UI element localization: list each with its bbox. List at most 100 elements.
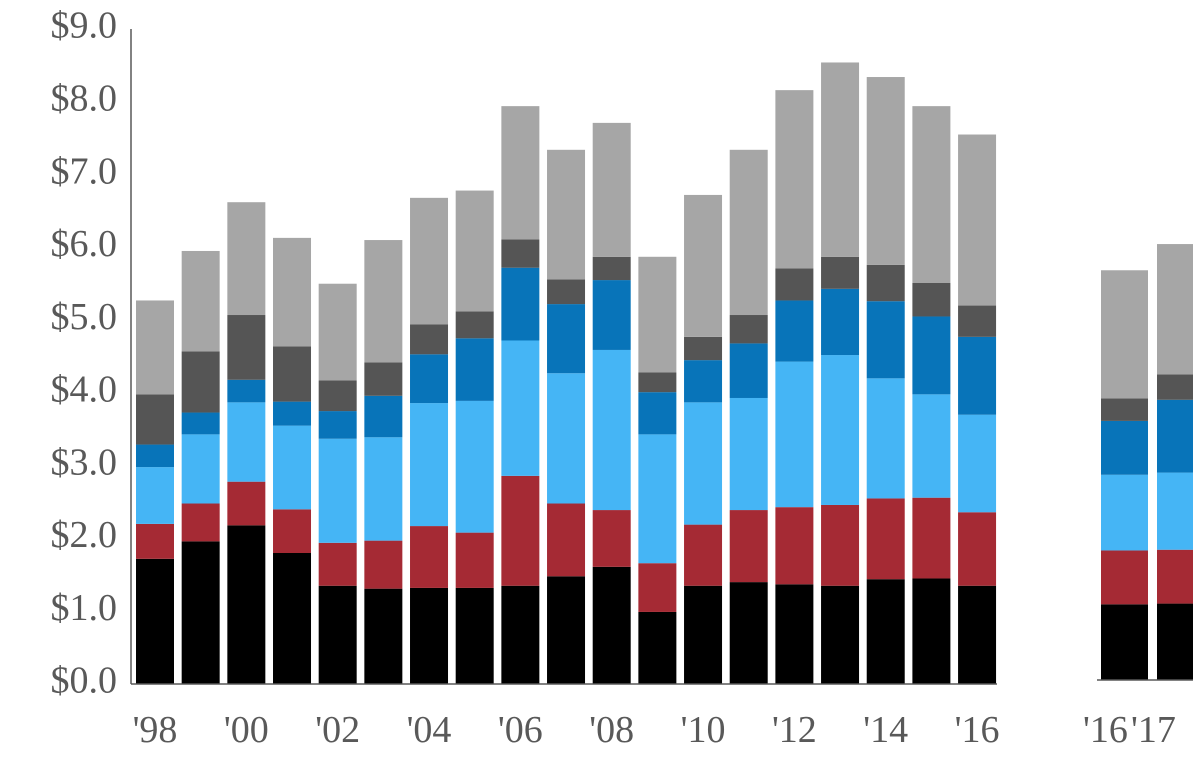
bar-segment xyxy=(866,264,905,302)
bar-segment xyxy=(592,122,631,257)
bar-segment xyxy=(273,401,312,426)
bar-segment xyxy=(547,373,586,504)
bar-segment xyxy=(592,280,631,350)
bar-segment xyxy=(181,541,220,684)
bar-segment xyxy=(821,504,860,586)
bar-segment xyxy=(455,532,494,588)
bar-segment xyxy=(318,438,357,543)
bar-segment xyxy=(273,425,312,510)
bar-segment xyxy=(410,587,449,684)
bar-segment xyxy=(1101,474,1148,551)
bar-segment xyxy=(455,311,494,339)
bar-segment xyxy=(410,526,449,588)
bar-segment xyxy=(958,134,997,306)
bar-segment xyxy=(501,239,540,268)
bar-segment xyxy=(638,434,677,564)
bar-segment xyxy=(866,301,905,379)
bar-segment xyxy=(684,194,723,337)
bar-segment xyxy=(501,340,540,476)
bar-segment xyxy=(866,77,905,265)
x-tick-label: '06 xyxy=(498,709,543,751)
bar-segment xyxy=(455,190,494,312)
bar-segment xyxy=(1157,374,1193,400)
x-tick-label: '98 xyxy=(133,709,178,751)
bar-segment xyxy=(273,553,312,684)
bar-segment xyxy=(227,525,266,684)
bar-segment xyxy=(958,512,997,586)
bar-segment xyxy=(821,256,860,289)
bar-segment xyxy=(866,378,905,499)
x-tick-label: '16 xyxy=(955,709,1000,751)
bar-segment xyxy=(547,576,586,684)
bar-segment xyxy=(958,305,997,337)
bar-segment xyxy=(638,392,677,435)
x-tick-label: '04 xyxy=(407,709,452,751)
bar-segment xyxy=(821,288,860,356)
bar-segment xyxy=(227,315,266,380)
bar-segment xyxy=(455,400,494,533)
bar-segment xyxy=(410,354,449,404)
y-axis-tick-labels: $0.0 $1.0 $2.0 $3.0 $4.0 $5.0 $6.0 $7.0 $8.0 $9.0 xyxy=(51,5,118,702)
bar-segment xyxy=(775,584,814,684)
bar-segment xyxy=(136,467,174,524)
bar-segment xyxy=(638,563,677,612)
bar-segment xyxy=(273,509,312,553)
bar-segment xyxy=(592,349,631,511)
bar-segment xyxy=(912,394,951,498)
x-tick-label: '02 xyxy=(315,709,360,751)
bar-segment xyxy=(227,481,266,526)
bar-segment xyxy=(364,240,403,363)
inset-stacked-bar-chart: '16'17 xyxy=(1083,244,1193,751)
bar-segment xyxy=(1101,550,1148,605)
bar-segment xyxy=(638,611,677,684)
bar-segment xyxy=(136,523,174,559)
bar-segment xyxy=(729,149,768,316)
bar-segment xyxy=(684,402,723,525)
bar-segment xyxy=(1101,270,1148,399)
bar-segment xyxy=(958,336,997,415)
bar-segment xyxy=(136,558,174,684)
y-tick-label: $8.0 xyxy=(51,77,118,119)
bar-segment xyxy=(455,587,494,684)
bar-segment xyxy=(912,282,951,317)
y-tick-label: $1.0 xyxy=(51,587,118,629)
bar-segment xyxy=(273,237,312,347)
x-axis-tick-labels: '98 '00 '02 '04 '06 '08 '10 '12 '14 '16 xyxy=(133,709,1000,751)
bar-segment xyxy=(227,202,266,316)
bar-segment xyxy=(547,149,586,280)
bar-segment xyxy=(136,444,174,468)
bar-segment xyxy=(958,414,997,513)
bar-segment xyxy=(912,316,951,395)
y-tick-label: $9.0 xyxy=(51,5,118,47)
bar-segment xyxy=(227,402,266,482)
bar-segment xyxy=(729,582,768,684)
bar-segment xyxy=(455,338,494,401)
bar-segment xyxy=(821,355,860,505)
x-tick-label: '14 xyxy=(863,709,908,751)
bar-segment xyxy=(912,106,951,283)
bar-segment xyxy=(410,324,449,355)
bar-segment xyxy=(729,315,768,344)
bar-segment xyxy=(501,585,540,684)
bar-segment xyxy=(181,412,220,435)
bar-segment xyxy=(181,351,220,413)
bar-segment xyxy=(729,510,768,583)
bar-segment xyxy=(227,379,266,403)
bar-segment xyxy=(912,497,951,579)
bar-segment xyxy=(729,397,768,511)
bar-segment xyxy=(136,300,174,395)
bar-segment xyxy=(775,300,814,362)
bar-segment xyxy=(364,588,403,684)
bar-segment xyxy=(638,256,677,373)
bar-segment xyxy=(592,256,631,281)
bar-segment xyxy=(136,394,174,445)
x-tick-label: '00 xyxy=(224,709,269,751)
bar-segment xyxy=(729,343,768,398)
bar-segment xyxy=(684,585,723,684)
main-stacked-bar-chart: $0.0 $1.0 $2.0 $3.0 $4.0 $5.0 $6.0 $7.0 $8.0 $9.0… xyxy=(51,5,1000,751)
y-tick-label: $0.0 xyxy=(51,660,118,702)
y-tick-label: $7.0 xyxy=(51,150,118,192)
inset-x-axis-tick-labels: '16'17 xyxy=(1083,709,1176,751)
bar-segment xyxy=(318,411,357,439)
bar-segment xyxy=(775,268,814,301)
